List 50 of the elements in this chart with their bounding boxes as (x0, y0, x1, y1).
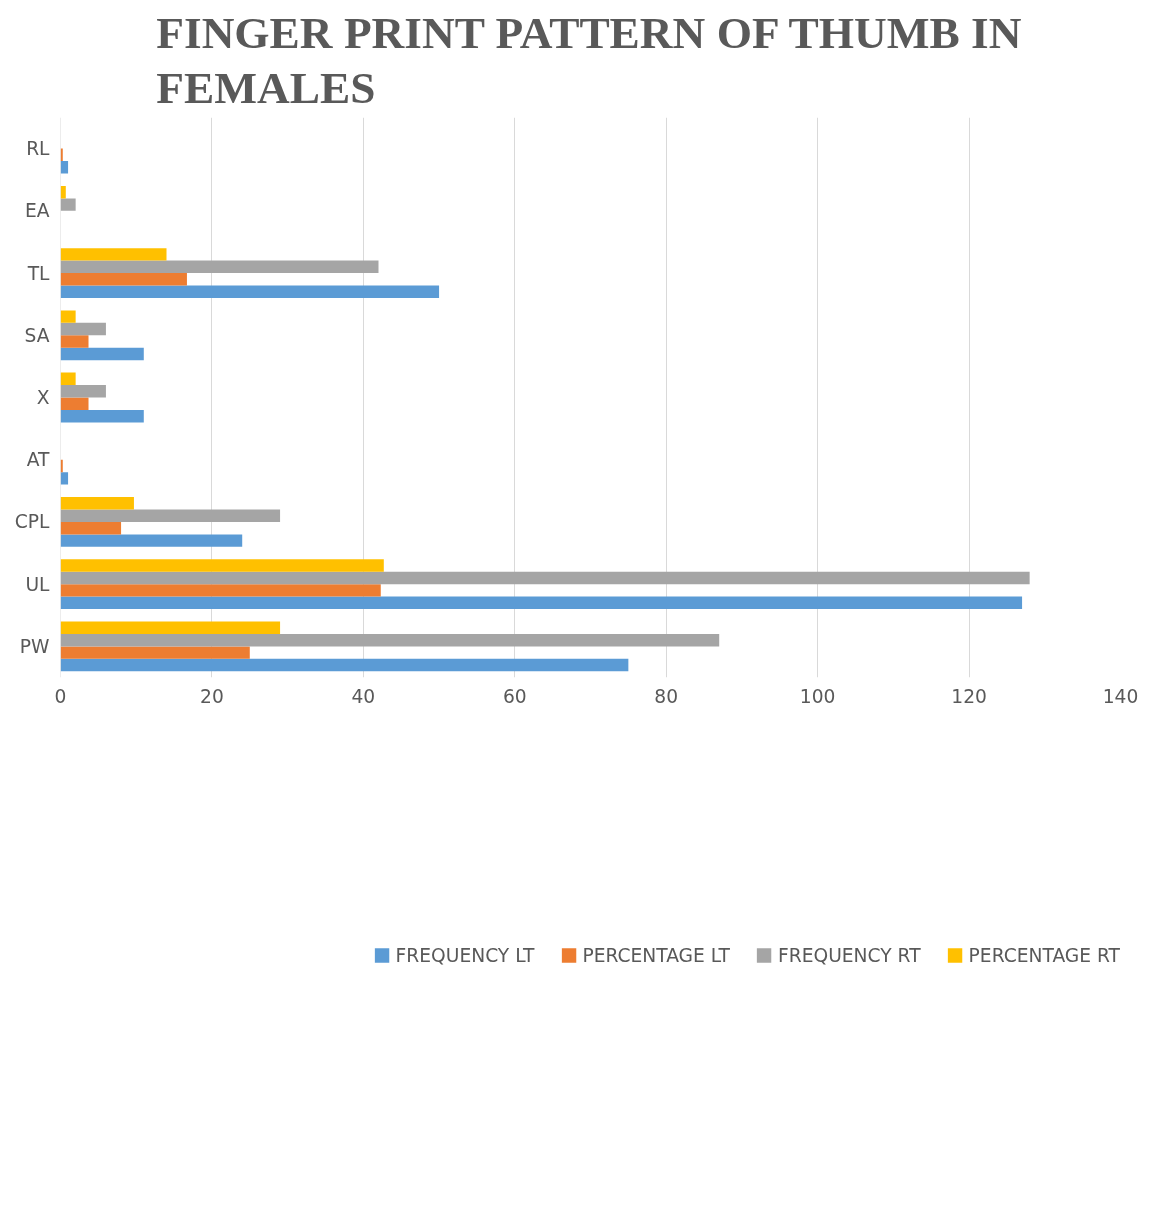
bar (60, 161, 69, 174)
x-tick-label: 80 (654, 685, 679, 707)
bar (60, 322, 106, 336)
bar (60, 571, 1030, 585)
y-tick-label: AT (26, 449, 51, 471)
bar (60, 658, 629, 672)
bar (60, 497, 134, 510)
legend-label: FREQUENCY LT (395, 944, 535, 966)
x-tick-label: 140 (1102, 685, 1139, 707)
legend-label: PERCENTAGE RT (968, 944, 1120, 966)
x-tick-label: 0 (54, 685, 67, 707)
bar (60, 285, 440, 298)
bar (60, 273, 187, 286)
bar (60, 310, 76, 323)
bar (60, 584, 381, 597)
bar (60, 596, 1023, 610)
bar (60, 198, 76, 211)
bar (60, 385, 106, 398)
y-tick-label: X (36, 387, 50, 408)
bar (60, 409, 144, 423)
bar (60, 621, 281, 634)
bar (60, 534, 243, 547)
bar (60, 521, 122, 535)
bar (60, 646, 250, 659)
bar (60, 372, 76, 386)
y-tick-label: RL (26, 138, 51, 160)
chart-title: FINGER PRINT PATTERN OF THUMB IN FEMALES (156, 7, 1022, 113)
bar (60, 397, 89, 410)
x-tick-label: 100 (799, 685, 836, 707)
bar (60, 185, 66, 199)
y-tick-label: EA (24, 200, 50, 222)
y-tick-label: UL (25, 573, 51, 595)
bar (60, 335, 89, 348)
bar (60, 472, 69, 485)
legend-label: FREQUENCY RT (778, 944, 921, 966)
y-tick-label: TL (26, 262, 51, 284)
x-tick-label: 40 (351, 685, 376, 707)
bar (60, 347, 144, 361)
bar (60, 559, 384, 572)
y-tick-label: CPL (14, 511, 51, 533)
y-tick-label: PW (19, 635, 50, 657)
x-tick-label: 60 (502, 685, 527, 707)
bar (60, 248, 167, 261)
bar (60, 509, 281, 522)
bar (60, 633, 720, 647)
x-tick-label: 20 (200, 685, 224, 707)
y-tick-label: SA (24, 324, 50, 346)
x-tick-label: 120 (951, 685, 987, 707)
legend-label: PERCENTAGE LT (582, 944, 730, 966)
bar (60, 260, 379, 274)
